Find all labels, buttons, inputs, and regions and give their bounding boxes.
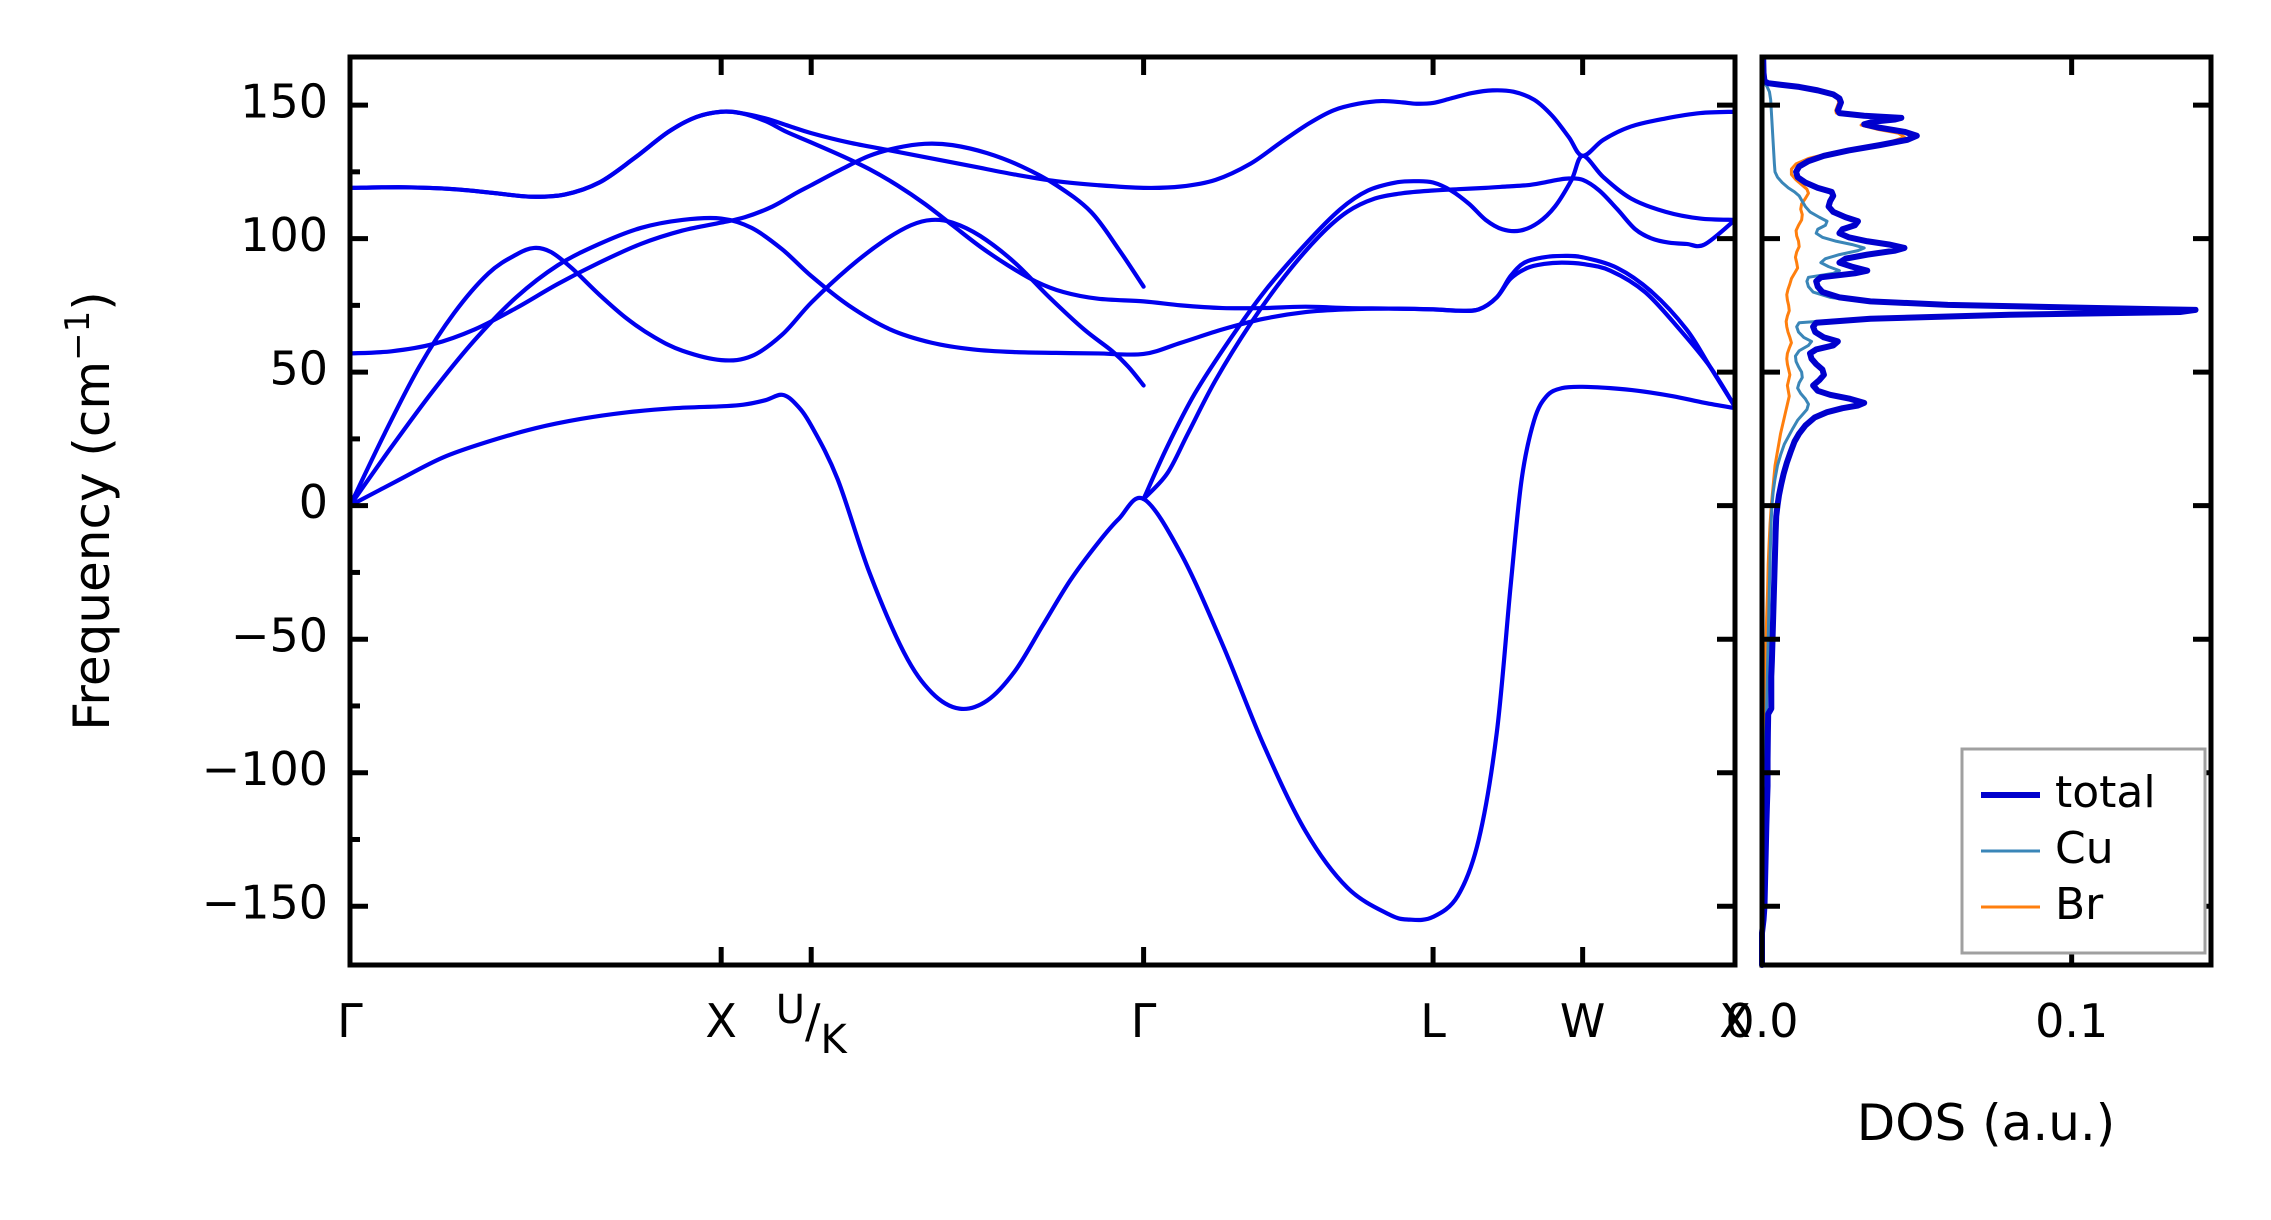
y-axis-title-tail: )	[63, 291, 121, 311]
band-y-ticks	[350, 102, 1735, 909]
y-tick-label: −50	[231, 609, 328, 663]
dos-curve-total	[1759, 56, 2199, 968]
band-curve-to1	[347, 141, 1146, 356]
dos-x-ticks	[1759, 57, 2075, 965]
dos-x-tick-labels: 0.0 0.1	[1725, 994, 2108, 1048]
svg-text:Frequency (cm−1): Frequency (cm−1)	[58, 291, 121, 731]
x-tick-label-1: X	[705, 994, 737, 1048]
y-tick-label: 0	[299, 475, 328, 529]
band-curve-ta1	[347, 384, 1738, 923]
dos-legend: total Cu Br	[1960, 747, 2207, 955]
dos-axes-frame	[1759, 54, 2214, 968]
dos-x-tick-label: 0.1	[2035, 994, 2108, 1048]
y-axis-title-main: Frequency (cm	[63, 361, 121, 731]
band-curve-la	[1141, 153, 1738, 502]
band-y-tick-labels: 150 100 50 0 −50 −100 −150	[202, 75, 328, 930]
x-tick-label-4: L	[1420, 994, 1446, 1048]
x-tick-label-uk: U/K	[776, 987, 849, 1063]
y-axis-title: Frequency (cm−1)	[58, 291, 121, 731]
legend-label-cu: Cu	[2055, 823, 2114, 874]
band-x-tick-labels: Γ X U/K Γ L W X	[337, 987, 1751, 1063]
y-axis-title-exponent: −1	[58, 311, 98, 361]
legend-label-total: total	[2055, 767, 2156, 818]
y-tick-label: 150	[240, 75, 328, 129]
y-tick-label: −100	[202, 742, 328, 796]
band-curve-ta2	[347, 215, 1738, 508]
band-axes-frame	[347, 54, 1738, 968]
dos-axis-title: DOS (a.u.)	[1857, 1094, 2116, 1152]
y-tick-label: −150	[202, 876, 328, 930]
band-curve-lo	[347, 88, 1738, 199]
x-tick-label-5: W	[1560, 994, 1605, 1048]
band-curves-group	[347, 88, 1738, 923]
band-curve-la	[347, 217, 1146, 508]
dos-curves-group	[1759, 56, 2199, 968]
y-tick-label: 100	[240, 208, 328, 262]
y-tick-label: 50	[269, 342, 328, 396]
band-structure-panel: 150 100 50 0 −50 −100 −150 Γ X U/K Γ L W X Frequency…	[58, 54, 1751, 1063]
dos-panel: 0.0 0.1 DOS (a.u.) total Cu Br	[1725, 54, 2214, 1152]
legend-label-br: Br	[2055, 879, 2104, 930]
dos-y-ticks	[1762, 102, 2211, 909]
dos-x-tick-label: 0.0	[1725, 994, 1798, 1048]
band-curve-to1	[1141, 176, 1738, 502]
x-tick-label-3: Γ	[1131, 994, 1157, 1048]
x-tick-label-0: Γ	[337, 994, 363, 1048]
band-x-ticks	[347, 57, 1738, 965]
x-tick-label-6: X	[1719, 994, 1751, 1048]
